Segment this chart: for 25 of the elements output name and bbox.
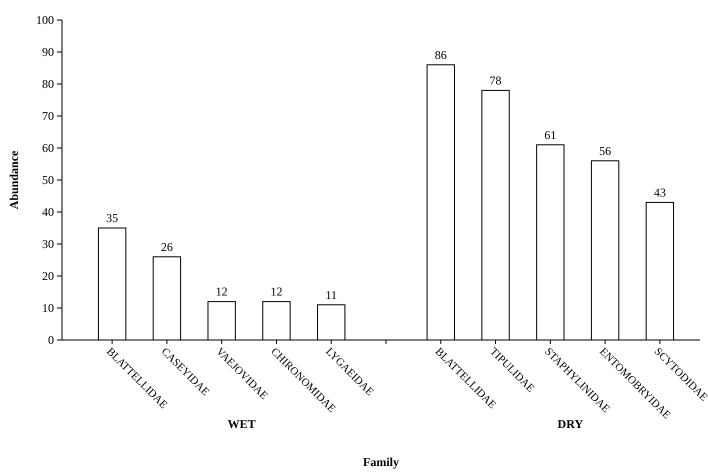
y-tick-label: 60 (42, 141, 54, 156)
data-label: 35 (106, 211, 118, 225)
y-tick-label: 90 (42, 45, 54, 60)
y-tick-label: 70 (42, 109, 54, 124)
data-label: 12 (216, 284, 228, 299)
data-label: 61 (544, 128, 556, 142)
data-label: 43 (654, 185, 666, 200)
y-tick-label: 50 (42, 173, 54, 188)
data-label: 56 (599, 144, 612, 158)
x-axis-title: Family (363, 455, 399, 469)
y-tick-label: 0 (48, 333, 54, 348)
y-tick-label: 10 (42, 301, 54, 316)
data-label: 26 (160, 240, 173, 254)
data-label: 11 (325, 288, 338, 302)
data-label: 12 (270, 284, 282, 299)
y-axis-title: Abundance (7, 150, 21, 210)
y-tick-label: 20 (42, 269, 54, 284)
data-label: 86 (434, 48, 447, 62)
y-tick-label: 100 (36, 13, 54, 28)
text: WET (228, 417, 256, 431)
y-tick-label: 80 (42, 77, 54, 92)
data-label: 78 (490, 73, 502, 88)
y-tick-label: 30 (42, 237, 54, 252)
text: DRY (558, 417, 584, 431)
y-tick-label: 40 (42, 205, 54, 220)
